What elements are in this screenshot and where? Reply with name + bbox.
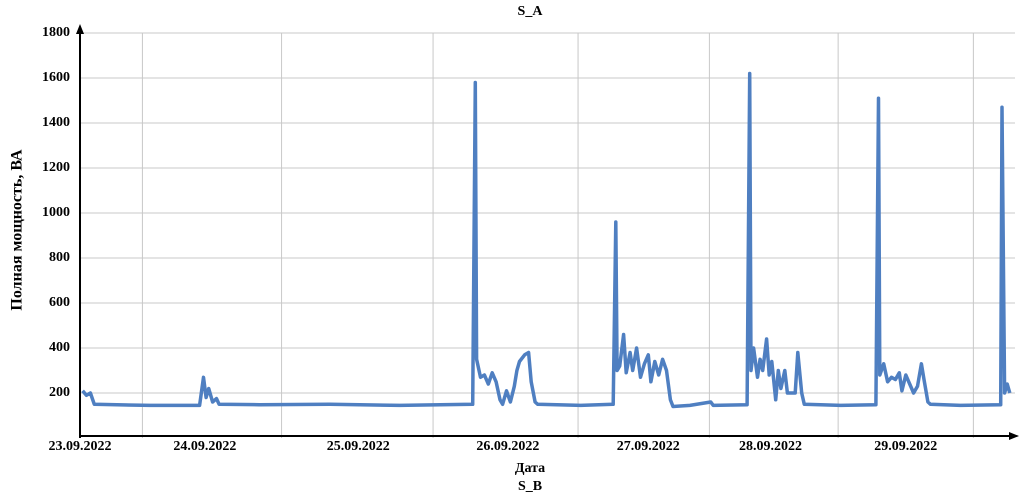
y-tick-label: 200	[49, 385, 70, 400]
x-tick-label: 25.09.2022	[327, 439, 390, 454]
x-axis-arrow	[1009, 432, 1019, 440]
plot-area	[81, 71, 1012, 409]
x-tick-label: 23.09.2022	[49, 439, 112, 454]
y-tick-label: 1800	[42, 25, 70, 40]
x-tick-label: 26.09.2022	[476, 439, 539, 454]
chart-title: S_A	[518, 4, 544, 19]
y-axis-label: Полная мощность, ВА	[9, 149, 26, 311]
x-axis-label: Дата	[515, 461, 545, 476]
y-tick-label: 1000	[42, 205, 70, 220]
grid	[80, 32, 1015, 438]
x-tick-label: 24.09.2022	[173, 439, 236, 454]
y-tick-label: 1200	[42, 160, 70, 175]
y-tick-label: 400	[49, 340, 70, 355]
y-axis-arrow	[76, 24, 84, 34]
y-tick-label: 800	[49, 250, 70, 265]
x-tick-label: 29.09.2022	[874, 439, 937, 454]
data-line	[81, 71, 1012, 409]
y-tick-label: 1400	[42, 115, 70, 130]
x-tick-label: 27.09.2022	[617, 439, 680, 454]
y-tick-label: 600	[49, 295, 70, 310]
y-tick-label: 1600	[42, 70, 70, 85]
x-tick-label: 28.09.2022	[739, 439, 802, 454]
chart-subtitle: S_B	[518, 479, 542, 494]
